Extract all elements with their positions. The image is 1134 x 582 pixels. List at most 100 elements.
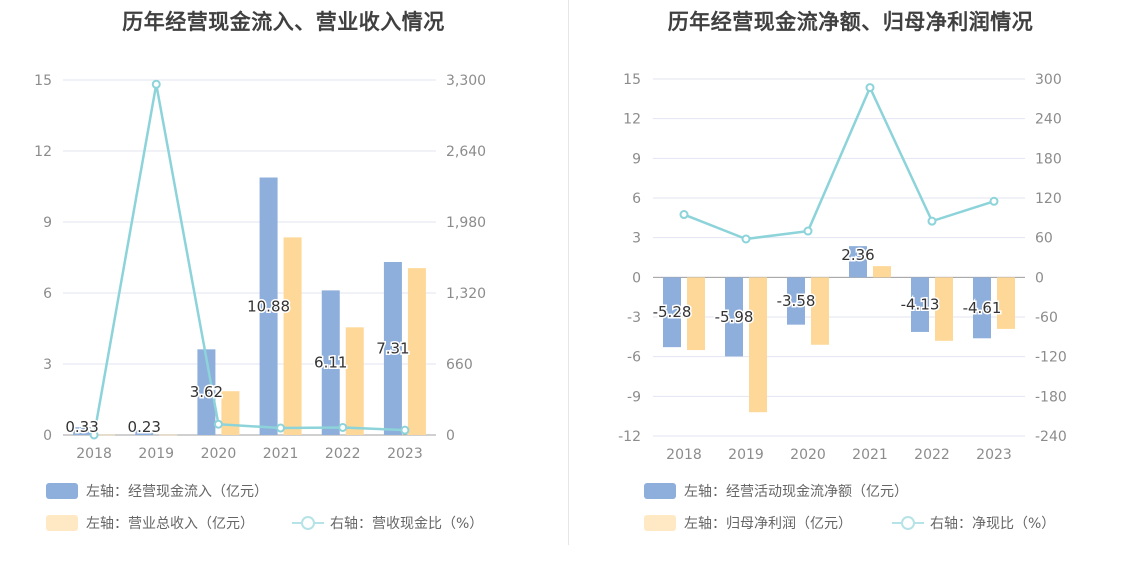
x-axis-tick-label: 2020 xyxy=(790,447,826,460)
x-axis-tick-label: 2023 xyxy=(976,447,1012,460)
left-axis-tick-label: 9 xyxy=(632,151,641,167)
x-axis-tick-label: 2022 xyxy=(325,446,361,460)
bar-data-label: -4.13 xyxy=(901,296,940,314)
bar-data-label: 10.88 xyxy=(247,297,290,315)
legend-label: 左轴：营业总收入（亿元） xyxy=(86,516,254,532)
line-point xyxy=(400,425,410,435)
bar-series-2 xyxy=(97,434,116,436)
right-axis-tick-label: 1,980 xyxy=(446,215,486,231)
bar-data-label: -4.61 xyxy=(963,299,1002,317)
x-axis-tick-label: 2018 xyxy=(76,446,112,460)
line-series xyxy=(683,84,995,241)
line-point xyxy=(741,234,751,244)
bar-data-label: -5.28 xyxy=(653,303,692,321)
left-axis-tick-label: 3 xyxy=(632,231,641,247)
chart-title: 历年经营现金流净额、归母净利润情况 xyxy=(667,10,1034,34)
left-axis-tick-label: 0 xyxy=(632,270,641,286)
line-point xyxy=(865,83,875,93)
right-axis-tick-label: -60 xyxy=(1035,310,1058,326)
bar-series-2 xyxy=(687,277,705,351)
right-axis-tick-label: 180 xyxy=(1035,151,1062,167)
line-point xyxy=(89,430,99,440)
x-axis-tick-label: 2022 xyxy=(914,447,950,460)
legend-swatch-bar2 xyxy=(644,515,676,531)
line-series xyxy=(92,84,405,436)
line-point xyxy=(276,423,286,433)
bar-series-2 xyxy=(221,391,240,435)
left-axis-tick-label: -12 xyxy=(618,429,641,445)
line-point xyxy=(679,210,689,220)
bar-data-label: 6.11 xyxy=(314,354,347,372)
right-axis-tick-label: 3,300 xyxy=(446,73,486,89)
left-axis-tick-label: 3 xyxy=(43,357,52,373)
bar-series-1 xyxy=(321,290,340,435)
right-axis-tick-label: 240 xyxy=(1035,112,1062,128)
bar-series-2 xyxy=(749,277,767,413)
right-axis-tick-label: -180 xyxy=(1035,389,1067,405)
line-point xyxy=(338,422,348,432)
right-axis-tick-label: 1,320 xyxy=(446,286,486,302)
bar-series-2 xyxy=(345,327,364,435)
legend-item-net-profit[interactable]: 左轴：归母净利润（亿元） xyxy=(644,513,852,533)
legend-label: 左轴：经营活动现金流净额（亿元） xyxy=(684,484,908,500)
right-axis-tick-label: 120 xyxy=(1035,191,1062,207)
bar-data-label: 7.31 xyxy=(376,339,409,357)
line-point xyxy=(927,216,937,226)
line-point xyxy=(989,196,999,206)
bar-series-1 xyxy=(197,349,216,435)
line-point xyxy=(213,419,223,429)
right-axis-tick-label: 60 xyxy=(1035,231,1053,247)
legend-item-cash-inflow[interactable]: 左轴：经营现金流入（亿元） xyxy=(46,481,268,501)
legend-label: 右轴：营收现金比（%） xyxy=(330,516,484,532)
left-axis-tick-label: -3 xyxy=(627,310,641,326)
legend-item-revenue-cash-ratio[interactable]: 右轴：营收现金比（%） xyxy=(292,513,483,533)
right-axis-tick-label: -240 xyxy=(1035,429,1067,445)
legend-item-net-cash-ratio[interactable]: 右轴：净现比（%） xyxy=(892,513,1055,533)
left-axis-tick-label: 12 xyxy=(34,144,52,160)
bar-series-1 xyxy=(135,429,154,435)
cash-inflow-revenue-panel: 历年经营现金流入、营业收入情况 0 3 6 9 12 15 0 660 1,320 1,980 2,… xyxy=(34,10,486,533)
right-axis-tick-label: 0 xyxy=(1035,270,1044,286)
right-axis-tick-label: 2,640 xyxy=(446,144,486,160)
bar-data-label: 0.23 xyxy=(128,418,161,436)
panel-divider xyxy=(568,0,569,545)
left-axis-tick-label: 6 xyxy=(43,286,52,302)
legend-label: 左轴：归母净利润（亿元） xyxy=(684,516,852,532)
left-axis-tick-label: 0 xyxy=(43,428,52,444)
bar-series-2 xyxy=(407,268,426,435)
left-axis-tick-label: 6 xyxy=(632,191,641,207)
bar-series-1 xyxy=(259,177,278,436)
x-axis-tick-label: 2020 xyxy=(201,446,237,460)
x-axis-tick-label: 2021 xyxy=(263,446,299,460)
bar-series-1 xyxy=(911,277,929,332)
bar-series-2 xyxy=(873,266,891,278)
bar-series-2 xyxy=(997,277,1015,329)
x-axis-tick-label: 2021 xyxy=(852,447,888,460)
right-axis-tick-label: 0 xyxy=(446,428,455,444)
x-axis-tick-label: 2018 xyxy=(666,447,702,460)
cash-inflow-revenue-chart: 0 3 6 9 12 15 0 660 1,320 1,980 2,640 3,300 2018 2019… xyxy=(34,73,486,460)
bar-series-2 xyxy=(935,277,953,341)
bar-series-1 xyxy=(383,261,402,435)
x-axis-tick-label: 2023 xyxy=(387,446,423,460)
bar-data-label: 0.33 xyxy=(65,418,98,436)
legend-item-revenue[interactable]: 左轴：营业总收入（亿元） xyxy=(46,513,254,533)
legend-label: 左轴：经营现金流入（亿元） xyxy=(86,484,268,500)
line-point xyxy=(803,226,813,236)
line-marker-icon xyxy=(892,516,924,530)
net-cash-flow-profit-chart: -12 -9 -6 -3 0 3 6 9 12 15 -240 -180 -120 -60 0 60 120 18… xyxy=(618,72,1067,460)
bar-data-label: 2.36 xyxy=(841,246,874,264)
net-cash-flow-profit-panel: 历年经营现金流净额、归母净利润情况 -12 -9 -6 -3 0 3 6 9 12 15 -240-… xyxy=(567,0,1134,582)
left-axis-tick-label: -6 xyxy=(627,350,641,366)
bar-series-1 xyxy=(787,277,805,325)
legend-item-net-cash-flow[interactable]: 左轴：经营活动现金流净额（亿元） xyxy=(644,481,908,501)
bar-data-label: 3.62 xyxy=(190,383,223,401)
bar-series-2 xyxy=(283,237,302,435)
bar-series-1 xyxy=(973,277,991,339)
legend-swatch-bar1 xyxy=(644,483,676,499)
left-axis-tick-label: 9 xyxy=(43,215,52,231)
bar-series-1 xyxy=(73,427,92,435)
left-axis-tick-label: -9 xyxy=(627,389,641,405)
left-axis-tick-label: 15 xyxy=(623,72,641,88)
chart-title: 历年经营现金流入、营业收入情况 xyxy=(122,10,445,34)
